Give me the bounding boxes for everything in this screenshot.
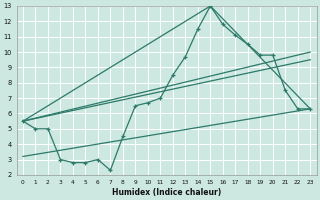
X-axis label: Humidex (Indice chaleur): Humidex (Indice chaleur): [112, 188, 221, 197]
